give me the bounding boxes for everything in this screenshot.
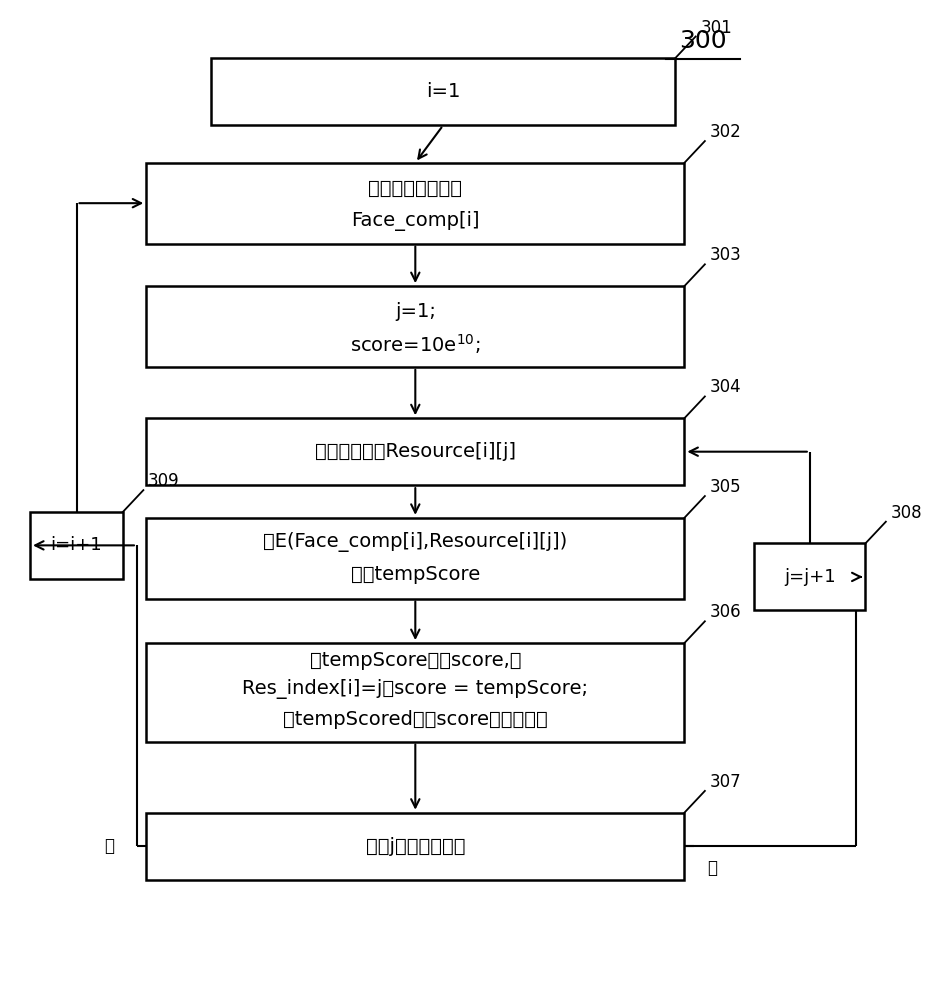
Bar	[146, 418, 685, 485]
Text: 304: 304	[709, 378, 741, 396]
Text: Face_comp[i]: Face_comp[i]	[351, 211, 479, 231]
Text: 300: 300	[679, 29, 727, 53]
Bar	[30, 512, 123, 579]
Text: 306: 306	[709, 603, 741, 621]
Text: 302: 302	[709, 123, 741, 141]
Text: j=1;: j=1;	[395, 302, 436, 321]
Text: 判断j取值是否已满: 判断j取值是否已满	[365, 837, 465, 856]
Bar	[146, 518, 685, 599]
Text: 否: 否	[707, 859, 717, 877]
Text: 305: 305	[709, 478, 741, 496]
Bar	[146, 643, 685, 742]
Text: 获取人脸特征集合: 获取人脸特征集合	[368, 179, 463, 198]
Bar	[755, 543, 866, 610]
Text: 309: 309	[148, 472, 180, 490]
Bar	[146, 163, 685, 244]
Text: 获取素材集合Resource[i][j]: 获取素材集合Resource[i][j]	[315, 442, 516, 461]
Text: 307: 307	[709, 773, 741, 791]
Text: 303: 303	[709, 246, 741, 264]
Text: 若tempScore小于score,则: 若tempScore小于score,则	[310, 651, 521, 670]
Text: 得到tempScore: 得到tempScore	[350, 565, 479, 584]
Bar	[146, 286, 685, 367]
Text: 301: 301	[700, 19, 732, 37]
Text: i=1: i=1	[426, 82, 461, 101]
Text: 是: 是	[104, 837, 114, 855]
Bar	[146, 813, 685, 880]
Text: j=j+1: j=j+1	[784, 568, 836, 586]
Bar	[211, 58, 675, 125]
Text: score=10e$^{10}$;: score=10e$^{10}$;	[350, 332, 480, 356]
Text: Res_index[i]=j，score = tempScore;: Res_index[i]=j，score = tempScore;	[242, 679, 589, 699]
Text: i=i+1: i=i+1	[51, 536, 103, 554]
Text: 308: 308	[890, 504, 922, 522]
Text: 由E(Face_comp[i],Resource[i][j]): 由E(Face_comp[i],Resource[i][j])	[263, 532, 567, 552]
Text: 若tempScored大于score，则无赋值: 若tempScored大于score，则无赋值	[283, 710, 547, 729]
